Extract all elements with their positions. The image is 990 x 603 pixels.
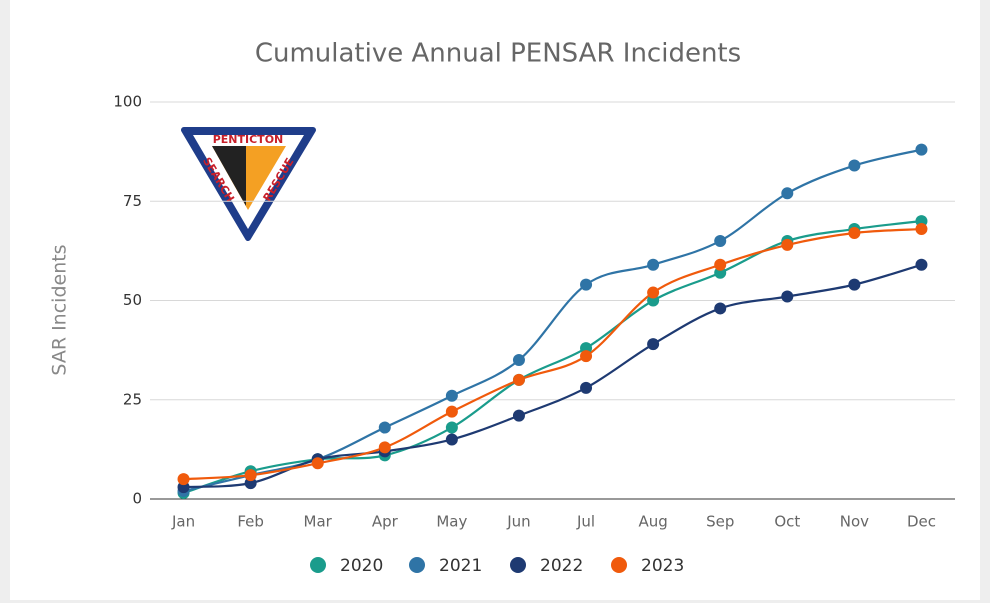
legend-label: 2023 bbox=[641, 556, 684, 576]
data-point bbox=[512, 373, 525, 386]
data-point bbox=[647, 338, 660, 351]
x-tick-label: Dec bbox=[907, 513, 936, 531]
x-tick-label: Jan bbox=[171, 513, 195, 531]
y-axis-label: SAR Incidents bbox=[49, 244, 71, 375]
data-point bbox=[714, 234, 727, 247]
y-tick-label: 50 bbox=[123, 291, 142, 309]
legend-marker bbox=[409, 557, 425, 573]
y-tick-label: 0 bbox=[132, 490, 142, 508]
legend-marker bbox=[510, 557, 526, 573]
data-point bbox=[311, 457, 324, 470]
chart-title: Cumulative Annual PENSAR Incidents bbox=[255, 39, 741, 69]
data-point bbox=[647, 258, 660, 271]
data-point bbox=[647, 286, 660, 299]
data-point bbox=[512, 409, 525, 422]
data-point bbox=[177, 473, 190, 486]
data-point bbox=[378, 421, 391, 434]
data-point bbox=[848, 159, 861, 172]
data-point bbox=[915, 223, 928, 236]
data-point bbox=[244, 469, 257, 482]
data-point bbox=[580, 350, 593, 363]
x-tick-label: Oct bbox=[774, 513, 800, 531]
data-point bbox=[714, 258, 727, 271]
x-tick-label: Mar bbox=[304, 513, 333, 531]
logo: PENTICTON SEARCH RESCUE bbox=[181, 127, 316, 241]
data-point bbox=[714, 302, 727, 315]
x-tick-label: Jun bbox=[506, 513, 530, 531]
y-tick-label: 25 bbox=[123, 390, 142, 408]
data-point bbox=[915, 258, 928, 271]
legend-label: 2022 bbox=[540, 556, 583, 576]
legend-label: 2021 bbox=[439, 556, 482, 576]
legend-marker bbox=[310, 557, 326, 573]
series-line bbox=[183, 263, 922, 489]
x-tick-label: Sep bbox=[706, 513, 734, 531]
data-point bbox=[781, 290, 794, 303]
data-point bbox=[781, 187, 794, 200]
x-tick-label: Apr bbox=[372, 513, 399, 531]
data-point bbox=[445, 389, 458, 402]
data-point bbox=[848, 278, 861, 291]
data-point bbox=[580, 381, 593, 394]
data-point bbox=[580, 278, 593, 291]
data-point bbox=[915, 143, 928, 156]
data-point bbox=[378, 441, 391, 454]
x-tick-label: Nov bbox=[840, 513, 869, 531]
data-point bbox=[445, 421, 458, 434]
data-point bbox=[781, 238, 794, 251]
data-point bbox=[512, 354, 525, 367]
x-tick-label: Feb bbox=[237, 513, 264, 531]
y-tick-label: 75 bbox=[123, 192, 142, 210]
logo-text: PENTICTON bbox=[213, 133, 284, 146]
x-tick-label: Jul bbox=[576, 513, 595, 531]
data-point bbox=[445, 405, 458, 418]
data-point bbox=[445, 433, 458, 446]
data-point bbox=[848, 227, 861, 240]
legend-label: 2020 bbox=[340, 556, 383, 576]
y-tick-label: 100 bbox=[113, 93, 142, 111]
legend-marker bbox=[611, 557, 627, 573]
x-tick-label: Aug bbox=[638, 513, 667, 531]
x-tick-label: May bbox=[436, 513, 467, 531]
